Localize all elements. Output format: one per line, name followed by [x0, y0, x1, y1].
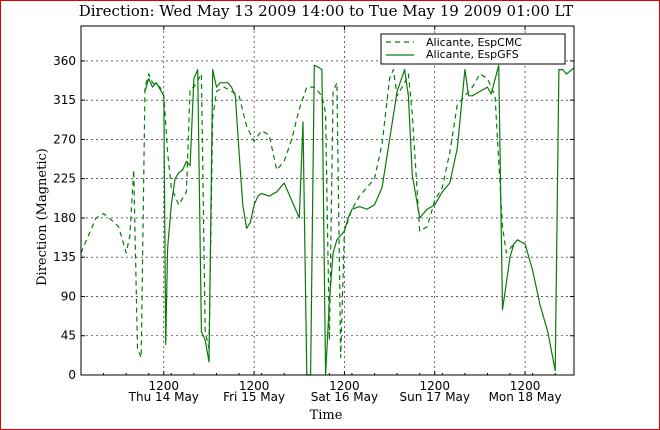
- y-tick-label: 0: [68, 368, 76, 382]
- x-tick-label-hour: 1200: [239, 379, 270, 393]
- y-tick-label: 180: [53, 211, 76, 225]
- series-line-espgfs: [144, 64, 575, 376]
- series-lines: [80, 64, 575, 376]
- y-tick-label: 135: [53, 250, 76, 264]
- x-tick-label-day: Thu 14 May: [128, 390, 199, 404]
- y-tick-label: 270: [53, 132, 76, 146]
- legend-label-espcmc: Alicante, EspCMC: [426, 36, 522, 49]
- y-tick-label: 90: [61, 289, 76, 303]
- chart-title: Direction: Wed May 13 2009 14:00 to Tue …: [79, 2, 574, 20]
- legend-box: [380, 33, 566, 65]
- legend: Alicante, EspCMC Alicante, EspGFS: [380, 33, 566, 65]
- y-tick-label: 225: [53, 172, 76, 186]
- x-tick-label-day: Mon 18 May: [489, 390, 562, 404]
- y-tick-label: 315: [53, 93, 76, 107]
- y-tick-label: 45: [61, 329, 76, 343]
- x-tick-label-day: Sun 17 May: [399, 390, 470, 404]
- x-tick-label-day: Sat 16 May: [311, 390, 378, 404]
- grid: [81, 26, 574, 376]
- y-tick-label: 360: [53, 54, 76, 68]
- x-tick-label-day: Fri 15 May: [223, 390, 285, 404]
- x-tick-label-hour: 1200: [329, 379, 360, 393]
- legend-label-espgfs: Alicante, EspGFS: [426, 48, 519, 61]
- x-axis-label: Time: [310, 408, 343, 423]
- x-tick-label-hour: 1200: [419, 379, 450, 393]
- series-line-espcmc: [80, 69, 515, 359]
- x-tick-label-hour: 1200: [149, 379, 180, 393]
- x-tick-label-hour: 1200: [510, 379, 541, 393]
- y-axis-label: Direction (Magnetic): [35, 148, 50, 286]
- plot-area: [80, 25, 575, 376]
